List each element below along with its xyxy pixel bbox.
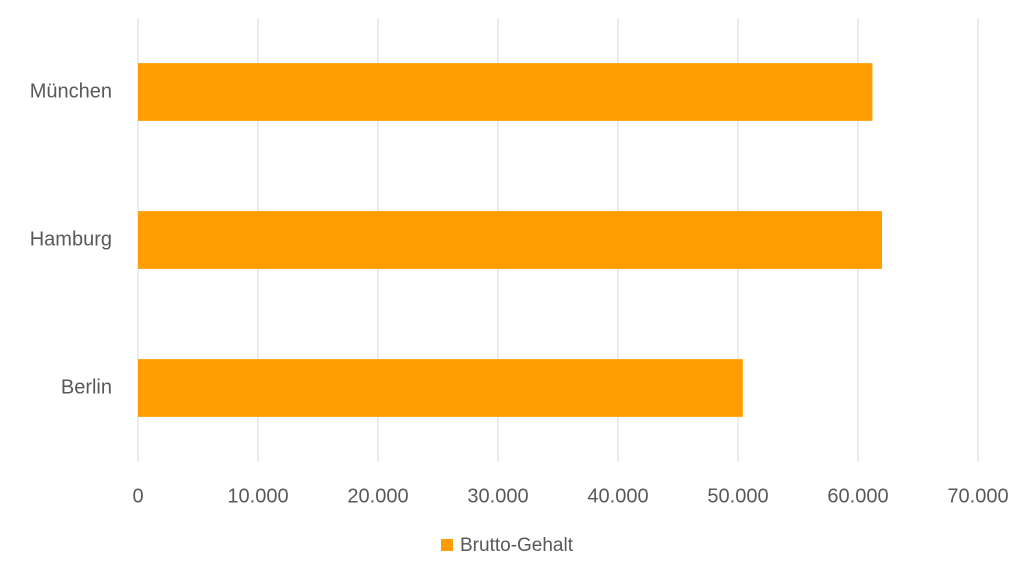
bar <box>138 63 873 121</box>
x-tick-label: 0 <box>132 485 143 507</box>
x-tick-label: 70.000 <box>947 485 1008 507</box>
legend-label: Brutto-Gehalt <box>460 535 574 556</box>
x-tick-label: 50.000 <box>707 485 768 507</box>
y-tick-label: München <box>30 80 112 102</box>
x-tick-label: 60.000 <box>827 485 888 507</box>
bar <box>138 359 743 417</box>
y-tick-label: Hamburg <box>30 228 112 250</box>
legend-swatch <box>441 539 453 551</box>
x-tick-label: 30.000 <box>467 485 528 507</box>
bar <box>138 211 882 269</box>
x-tick-label: 20.000 <box>347 485 408 507</box>
x-tick-label: 40.000 <box>587 485 648 507</box>
y-tick-label: Berlin <box>61 376 112 398</box>
x-tick-label: 10.000 <box>227 485 288 507</box>
